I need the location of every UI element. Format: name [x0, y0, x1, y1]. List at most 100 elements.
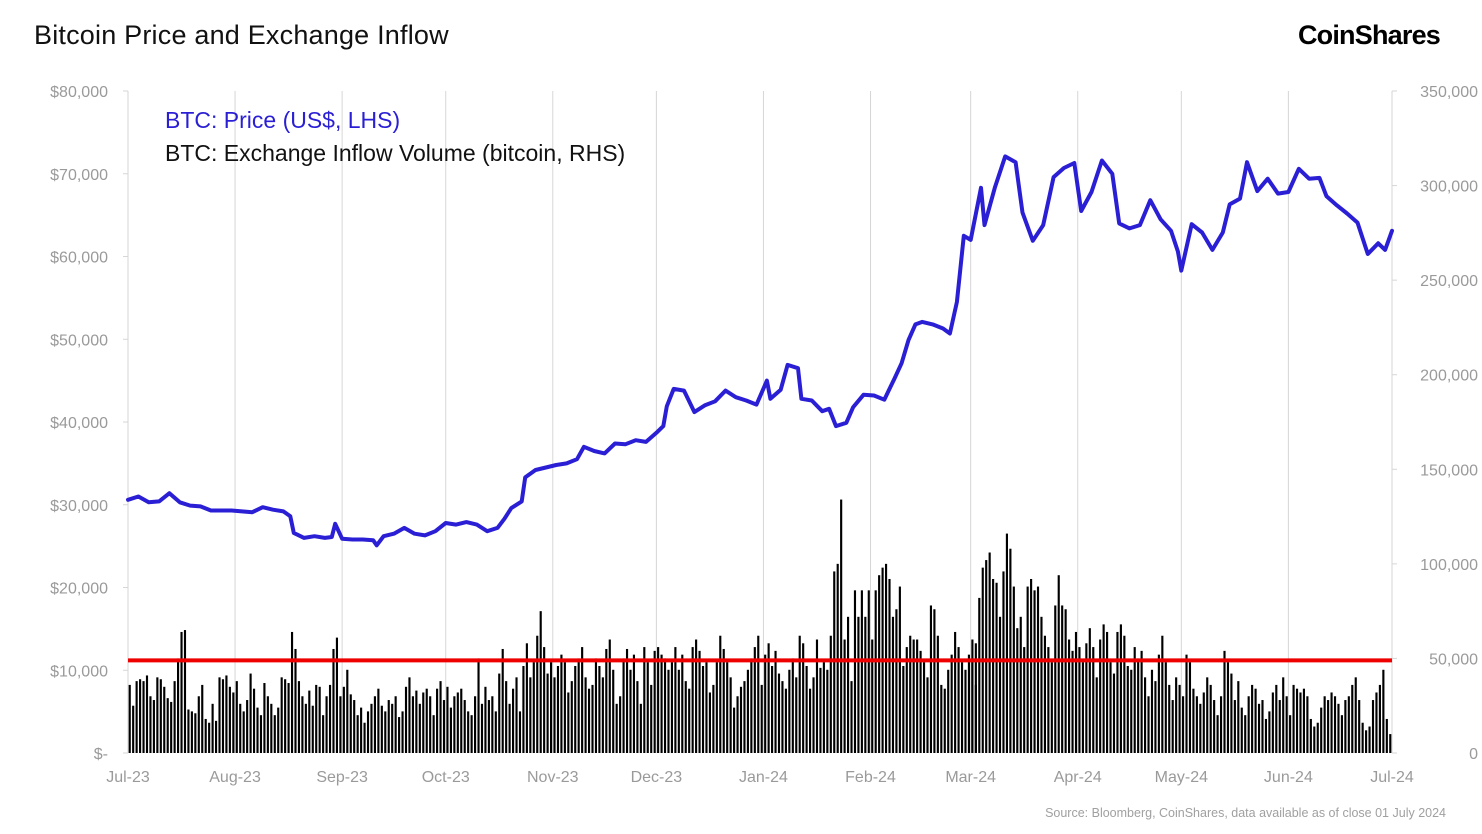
inflow-bar [156, 677, 159, 753]
inflow-bar [512, 688, 515, 753]
inflow-bar [145, 675, 149, 753]
inflow-bar [391, 703, 394, 753]
inflow-bar [180, 631, 183, 753]
inflow-bar [860, 590, 863, 753]
inflow-bar [411, 696, 414, 753]
inflow-bar [632, 654, 636, 753]
inflow-bar [791, 658, 794, 753]
inflow-bar [201, 684, 204, 753]
inflow-bar [491, 696, 494, 753]
inflow-bar [1330, 692, 1333, 753]
inflow-bar [1292, 684, 1295, 753]
inflow-bar [453, 696, 456, 753]
inflow-bar [1123, 635, 1126, 753]
inflow-bar [1106, 631, 1109, 753]
inflow-bar [1009, 548, 1012, 753]
inflow-bar [225, 675, 228, 753]
inflow-bar [667, 669, 670, 753]
inflow-bar [950, 654, 953, 753]
inflow-bar [311, 705, 314, 753]
inflow-bar [570, 681, 573, 753]
inflow-bar [1320, 707, 1323, 753]
inflow-bar [525, 643, 528, 753]
legend-inflow-label: BTC: Exchange Inflow Volume (bitcoin, RH… [165, 140, 625, 166]
inflow-bar [567, 692, 570, 753]
inflow-bar [888, 578, 891, 753]
inflow-bar [1344, 700, 1347, 753]
x-tick-label: Dec-23 [631, 769, 683, 786]
inflow-bar [1295, 688, 1299, 753]
inflow-bar [394, 696, 397, 753]
inflow-bar [802, 643, 805, 753]
inflow-bar [370, 703, 373, 753]
inflow-bar [812, 677, 815, 753]
y-left-tick-label: $60,000 [50, 250, 108, 267]
inflow-bar [805, 665, 808, 753]
inflow-bar [1244, 715, 1247, 753]
inflow-bar [239, 703, 242, 753]
inflow-bar [401, 711, 404, 753]
inflow-bar [909, 635, 912, 753]
inflow-bar [1337, 703, 1340, 753]
inflow-bar [1088, 628, 1091, 753]
inflow-bar [460, 688, 463, 753]
inflow-bar [1181, 696, 1185, 753]
inflow-bar [1351, 684, 1354, 753]
price-line-layer [126, 154, 1394, 548]
inflow-bar [795, 677, 798, 753]
inflow-bar [1233, 700, 1236, 753]
inflow-bar [767, 643, 770, 753]
inflow-bar [297, 681, 301, 753]
inflow-bar [1299, 692, 1302, 753]
inflow-bar [546, 673, 549, 753]
inflow-bar [1192, 688, 1195, 753]
y-left-tick-label: $70,000 [50, 167, 108, 184]
inflow-bar [757, 635, 760, 753]
inflow-bar [446, 686, 449, 753]
inflow-bar [1358, 700, 1361, 753]
inflow-bar [1047, 647, 1050, 753]
inflow-bar [543, 647, 546, 753]
inflow-bar [422, 692, 425, 753]
inflow-bar [1023, 647, 1026, 753]
inflow-bar [315, 684, 318, 753]
inflow-bar [798, 635, 801, 753]
inflow-bar [1130, 669, 1133, 753]
inflow-bar [349, 694, 352, 753]
inflow-bar [518, 711, 522, 753]
inflow-bar [467, 711, 470, 753]
inflow-bar [1054, 605, 1057, 753]
inflow-bar [784, 688, 787, 753]
inflow-bar [587, 688, 591, 753]
inflow-bar [342, 686, 345, 753]
inflow-bar [1223, 650, 1226, 753]
inflow-bar [308, 690, 311, 753]
inflow-bar [584, 677, 587, 753]
inflow-bar [1171, 700, 1174, 753]
y-right-tick-label: 150,000 [1420, 462, 1478, 479]
inflow-bar [739, 686, 743, 753]
inflow-bar [891, 616, 895, 753]
inflow-bar [377, 688, 380, 753]
brand-logo: CoinShares [1297, 20, 1441, 50]
inflow-bar [1306, 696, 1309, 753]
inflow-bar [708, 692, 711, 753]
inflow-bar [1071, 650, 1074, 753]
inflow-bar [1140, 650, 1143, 753]
inflow-bar [432, 715, 435, 753]
inflow-bar [1033, 590, 1036, 753]
inflow-bar [922, 662, 926, 753]
inflow-bar [1385, 718, 1388, 753]
inflow-bar [1040, 616, 1043, 753]
inflow-bar [1154, 681, 1157, 753]
inflow-bar [1323, 696, 1326, 753]
inflow-bar [1230, 673, 1233, 753]
inflow-bar [1271, 692, 1274, 753]
inflow-bar [235, 681, 238, 753]
inflow-bar [1147, 696, 1150, 753]
inflow-bar [332, 648, 335, 753]
x-tick-label: Oct-23 [422, 769, 470, 786]
y-right-tick-label: 200,000 [1420, 368, 1478, 385]
y-right-tick-label: 350,000 [1420, 84, 1478, 101]
inflow-bar [277, 707, 280, 753]
